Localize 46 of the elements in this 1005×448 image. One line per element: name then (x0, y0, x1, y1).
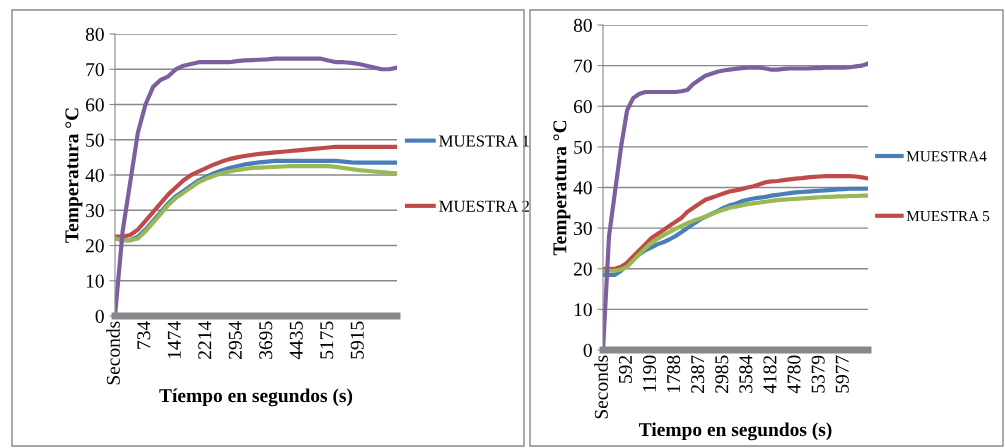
y-tick-label: 30 (86, 204, 104, 218)
legend-label: MUESTRA 1 (439, 135, 529, 147)
x-axis-title: Tíempo en segundos (s) (159, 388, 353, 407)
x-tick-label: 3584 (739, 355, 753, 393)
y-tick-label: 70 (574, 59, 592, 73)
y-tick-label: 0 (583, 343, 592, 357)
x-tick-label: 1190 (642, 355, 657, 392)
x-tick-label: 2954 (228, 321, 242, 359)
x-tick-label: 592 (618, 355, 632, 383)
y-tick-label: 20 (85, 239, 104, 253)
y-tick-label: 0 (95, 309, 104, 323)
x-tick-label: 5175 (320, 321, 334, 359)
y-tick-label: 60 (85, 98, 104, 112)
y-tick-label: 80 (85, 27, 104, 41)
y-tick-label: 70 (86, 63, 104, 77)
x-tick-label: 5977 (835, 355, 849, 393)
y-tick-label: 60 (573, 100, 592, 114)
legend-label: MUESTRA4 (906, 151, 987, 162)
x-tick-label: 2214 (198, 321, 212, 359)
y-axis-title: Temperatura °C (65, 108, 83, 243)
y-tick-label: 40 (573, 181, 592, 195)
legend-label: MUESTRA 2 (439, 200, 529, 212)
y-tick-label: 20 (573, 262, 592, 276)
x-tick-label: 5379 (811, 355, 825, 393)
x-axis-title: Tiempo en segundos (s) (639, 422, 832, 441)
x-tick-label: 2985 (715, 355, 729, 393)
y-tick-label: 40 (85, 168, 104, 182)
y-tick-label: 10 (86, 274, 104, 288)
x-tick-label: 4435 (289, 321, 303, 360)
x-tick-label: 1474 (167, 321, 181, 359)
y-tick-label: 50 (574, 140, 592, 154)
y-tick-label: 30 (574, 221, 592, 236)
y-tick-label: 10 (574, 303, 592, 317)
x-tick-label: 734 (137, 321, 151, 349)
x-tick-label: Seconds (594, 355, 608, 419)
y-axis-title: Temperatura °C (553, 120, 571, 256)
x-tick-label: 5915 (350, 321, 364, 359)
x-tick-label: 4780 (787, 355, 801, 394)
x-tick-label: 1788 (667, 355, 681, 393)
y-tick-label: 80 (573, 18, 592, 32)
x-tick-label: 3695 (259, 321, 273, 359)
y-tick-label: 50 (86, 133, 104, 147)
x-tick-label: Seconds (106, 321, 120, 385)
x-tick-label: 4182 (763, 355, 777, 394)
x-tick-label: 2387 (691, 355, 705, 393)
legend-label: MUESTRA 5 (906, 210, 990, 222)
